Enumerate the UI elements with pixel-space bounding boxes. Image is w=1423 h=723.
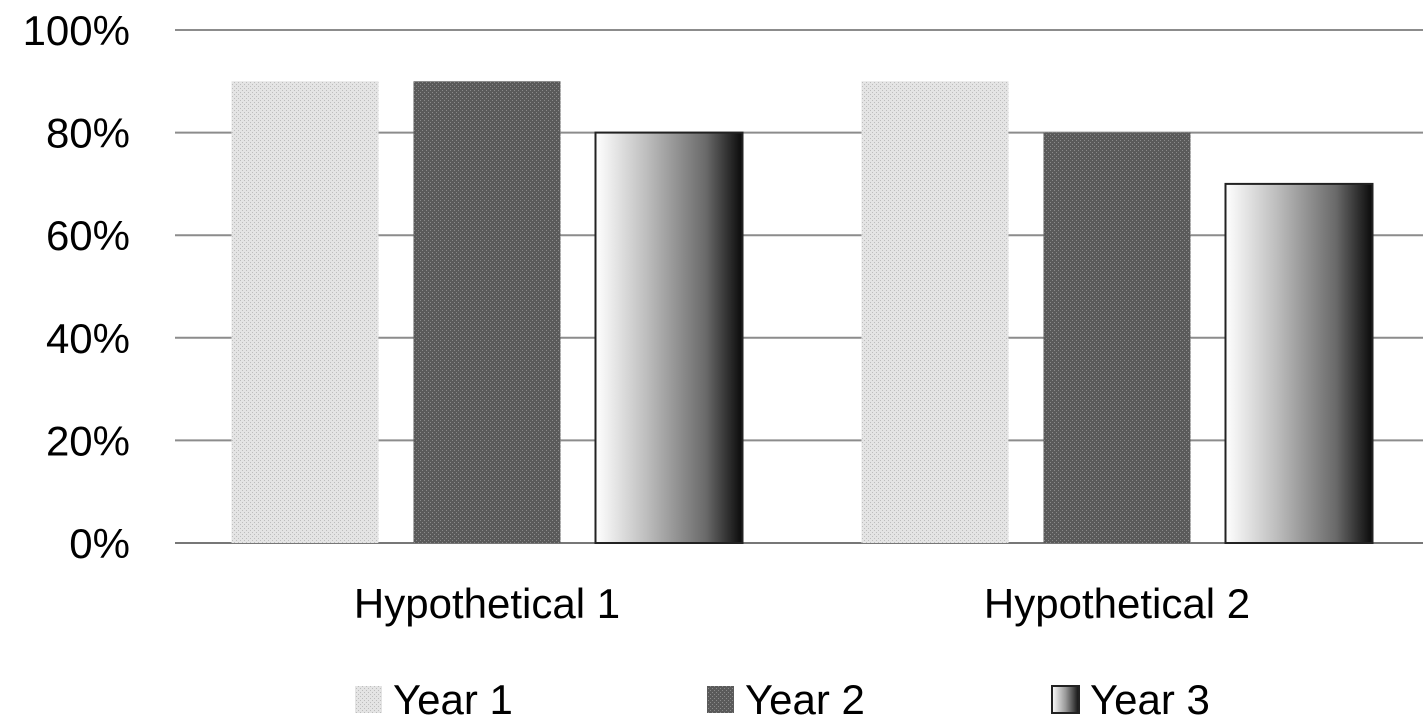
legend-label: Year 1 [393, 676, 513, 723]
y-tick-label: 100% [23, 7, 130, 54]
x-category-label: Hypothetical 2 [984, 580, 1250, 627]
y-axis-ticks: 0% 20% 40% 60% 80% 100% [23, 7, 130, 567]
legend-item-year-2: Year 2 [707, 676, 865, 723]
y-tick-label: 40% [46, 315, 130, 362]
x-axis-categories: Hypothetical 1 Hypothetical 2 [354, 580, 1250, 627]
y-tick-label: 80% [46, 110, 130, 157]
y-tick-label: 60% [46, 212, 130, 259]
legend-item-year-1: Year 1 [355, 676, 513, 723]
bar-year-3-hypothetical-1 [594, 131, 744, 544]
y-tick-label: 0% [69, 520, 130, 567]
bar-year-1-hypothetical-1 [231, 81, 379, 544]
bars [231, 81, 1374, 544]
legend: Year 1 Year 2 Year 3 [355, 676, 1210, 723]
gridlines [175, 29, 1423, 544]
bar-year-1-hypothetical-2 [861, 81, 1009, 544]
legend-label: Year 3 [1090, 676, 1210, 723]
legend-item-year-3: Year 3 [1051, 676, 1210, 723]
bar-year-2-hypothetical-2 [1043, 132, 1191, 543]
legend-swatch [1051, 685, 1080, 714]
y-tick-label: 20% [46, 417, 130, 464]
legend-swatch [707, 686, 734, 713]
legend-label: Year 2 [745, 676, 865, 723]
bar-year-3-hypothetical-2 [1224, 182, 1374, 544]
x-category-label: Hypothetical 1 [354, 580, 620, 627]
legend-swatch [355, 686, 382, 713]
bar-year-2-hypothetical-1 [413, 81, 561, 544]
